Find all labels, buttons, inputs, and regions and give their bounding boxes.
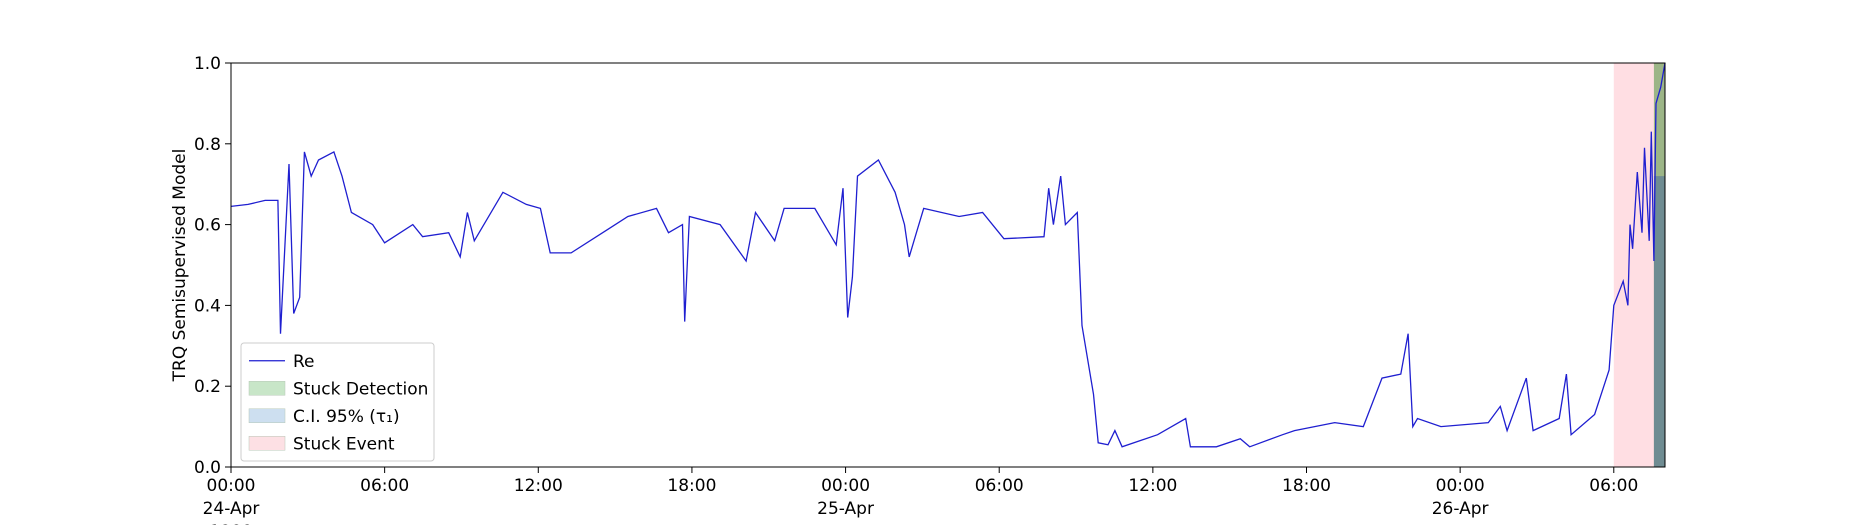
y-tick-label: 0.4: [194, 296, 221, 316]
legend: Re Stuck Detection C.I. 95% (τ₁) Stuck Even…: [240, 342, 435, 462]
y-tick-label: 0.2: [194, 377, 221, 397]
legend-patch: [248, 381, 286, 396]
legend-label: C.I. 95% (τ₁): [293, 407, 400, 427]
x-tick-label: 12:00: [1128, 476, 1177, 496]
data-line: [230, 62, 1666, 448]
x-tick-label: 00:00 26-Apr: [1432, 476, 1489, 519]
legend-patch: [248, 436, 286, 451]
legend-label: Stuck Event: [293, 434, 395, 454]
legend-label: Re: [293, 352, 315, 372]
x-tick-label: 06:00: [975, 476, 1024, 496]
plot-frame: [230, 62, 1666, 468]
legend-patch: [248, 408, 286, 423]
span: [1653, 176, 1665, 467]
y-tick-label: 0.8: [194, 135, 221, 155]
legend-label: Stuck Detection: [293, 379, 428, 399]
x-tick-label: 18:00: [1282, 476, 1331, 496]
y-tick-label: 0.0: [194, 458, 221, 478]
y-axis-label: TRQ Semisupervised Model: [170, 149, 190, 383]
x-tick-label: 06:00: [1589, 476, 1638, 496]
y-tick-label: 0.6: [194, 216, 221, 236]
x-tick-label: 00:00 25-Apr: [817, 476, 874, 519]
x-tick-label: 06:00: [360, 476, 409, 496]
legend-box: [240, 342, 435, 462]
x-tick-label: 18:00: [667, 476, 716, 496]
x-tick-label: 12:00: [514, 476, 563, 496]
y-tick-label: 1.0: [194, 54, 221, 74]
